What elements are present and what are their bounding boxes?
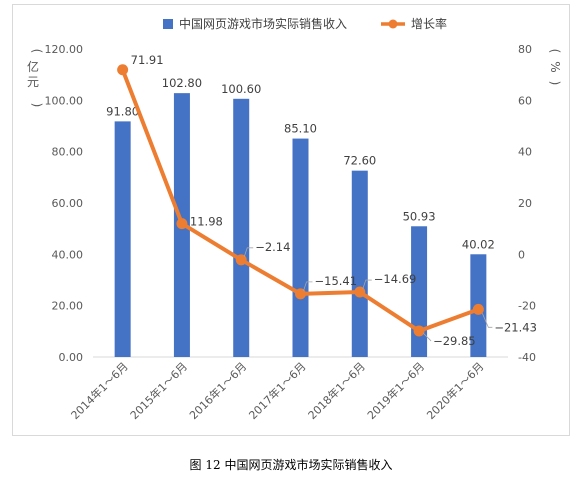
x-tick-label: 2020年1～6月 bbox=[424, 359, 487, 422]
growth-data-label: −2.14 bbox=[255, 240, 290, 254]
bar bbox=[351, 170, 368, 357]
y-left-tick-label: 120.00 bbox=[45, 43, 84, 56]
legend-line-marker bbox=[388, 19, 398, 29]
y-right-paren-close: ) bbox=[548, 81, 562, 86]
y-right-unit: % bbox=[548, 61, 562, 72]
x-tick-label: 2015年1～6月 bbox=[127, 359, 190, 422]
chart: 0.00 20.00 40.00 60.00 80.00 100.00 120.00 -40 -… bbox=[27, 16, 562, 422]
growth-point bbox=[413, 325, 425, 337]
x-tick-label: 2014年1～6月 bbox=[68, 359, 131, 422]
y-left-unit-char: 亿 bbox=[27, 59, 39, 74]
growth-point bbox=[295, 288, 306, 300]
bar bbox=[292, 138, 309, 357]
y-left-tick-label: 0.00 bbox=[59, 351, 84, 364]
bar bbox=[114, 121, 131, 357]
growth-point bbox=[117, 64, 129, 76]
bar bbox=[233, 98, 250, 357]
growth-point bbox=[354, 286, 366, 298]
growth-label-leader bbox=[303, 281, 313, 292]
chart-frame: 0.00 20.00 40.00 60.00 80.00 100.00 120.00 -40 -… bbox=[12, 4, 570, 436]
growth-point bbox=[472, 303, 484, 315]
bar-data-label: 102.80 bbox=[162, 76, 202, 90]
bar-data-label: 72.60 bbox=[343, 154, 376, 168]
growth-label-leader bbox=[243, 247, 254, 257]
bar-data-label: 91.80 bbox=[106, 104, 139, 118]
growth-label-leader bbox=[481, 313, 493, 328]
y-left-tick-label: 20.00 bbox=[52, 300, 84, 313]
growth-point bbox=[235, 254, 247, 266]
y-right-tick-label: -20 bbox=[518, 300, 536, 313]
y-left-unit-char: 元 bbox=[27, 75, 39, 89]
y-right-tick-label: 0 bbox=[518, 248, 525, 261]
y-right-paren-open: ( bbox=[548, 49, 562, 54]
x-tick-label: 2018年1～6月 bbox=[305, 359, 368, 422]
y-left-paren-close: ) bbox=[30, 103, 44, 108]
y-right-tick-label: 20 bbox=[518, 197, 532, 210]
bar-data-label: 40.02 bbox=[462, 237, 495, 251]
bar-data-label: 100.60 bbox=[221, 82, 261, 96]
growth-point bbox=[176, 218, 188, 230]
growth-data-label: −21.43 bbox=[494, 320, 537, 334]
y-right-tick-label: 80 bbox=[518, 43, 532, 56]
growth-data-label: −14.69 bbox=[374, 272, 417, 286]
y-right-tick-label: -40 bbox=[518, 351, 536, 364]
y-left-tick-label: 100.00 bbox=[45, 94, 84, 107]
legend-bar-swatch bbox=[163, 19, 173, 29]
y-left-tick-label: 80.00 bbox=[52, 146, 84, 159]
growth-data-label: −15.41 bbox=[315, 274, 358, 288]
y-right-tick-label: 40 bbox=[518, 146, 532, 159]
bar bbox=[411, 226, 428, 357]
y-left-tick-label: 40.00 bbox=[52, 248, 84, 261]
legend-line-label: 增长率 bbox=[411, 16, 447, 31]
growth-data-label: 71.91 bbox=[131, 53, 164, 67]
growth-label-leader bbox=[362, 279, 372, 290]
x-tick-label: 2016年1～6月 bbox=[186, 359, 249, 422]
y-left-paren-open: ( bbox=[30, 49, 44, 54]
y-left-tick-label: 60.00 bbox=[52, 197, 84, 210]
growth-data-label: 11.98 bbox=[190, 215, 223, 229]
bar-data-label: 85.10 bbox=[284, 122, 317, 136]
y-right-tick-label: 60 bbox=[518, 94, 532, 107]
growth-label-leader bbox=[422, 332, 432, 342]
bar-data-label: 50.93 bbox=[403, 209, 436, 223]
legend-bar-label: 中国网页游戏市场实际销售收入 bbox=[179, 16, 347, 31]
growth-data-label: −29.85 bbox=[433, 334, 476, 348]
x-tick-label: 2017年1～6月 bbox=[246, 359, 309, 422]
figure-caption: 图 12 中国网页游戏市场实际销售收入 bbox=[189, 458, 393, 472]
x-tick-label: 2019年1～6月 bbox=[364, 359, 427, 422]
